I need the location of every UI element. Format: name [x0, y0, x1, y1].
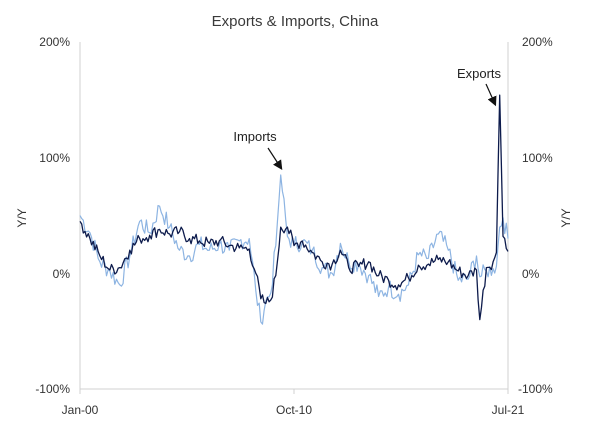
x-tick: Jul-21 — [492, 403, 525, 417]
chart-title: Exports & Imports, China — [212, 13, 379, 30]
y-tick-left: 0% — [53, 267, 71, 281]
y-axis-title-right: Y/Y — [559, 208, 573, 227]
series-line-imports — [79, 174, 509, 325]
annotation-arrow-exports — [485, 83, 497, 107]
annotation-label-imports: Imports — [233, 129, 277, 144]
series-line-exports — [79, 94, 509, 321]
annotation-label-exports: Exports — [457, 66, 502, 81]
y-tick-left: 100% — [39, 151, 70, 165]
y-tick-left: -100% — [35, 382, 70, 396]
y-axis-title-left: Y/Y — [15, 208, 29, 227]
x-tick: Jan-00 — [62, 403, 99, 417]
y-tick-right: 200% — [522, 35, 553, 49]
annotation-arrow-imports — [267, 147, 283, 171]
x-tick: Oct-10 — [276, 403, 312, 417]
y-tick-right: 0% — [522, 267, 540, 281]
y-tick-right: 100% — [522, 151, 553, 165]
y-tick-right: -100% — [518, 382, 553, 396]
y-tick-left: 200% — [39, 35, 70, 49]
plot-area — [79, 42, 509, 394]
series-group — [79, 94, 509, 325]
annotations-group: Imports Exports — [233, 66, 502, 171]
